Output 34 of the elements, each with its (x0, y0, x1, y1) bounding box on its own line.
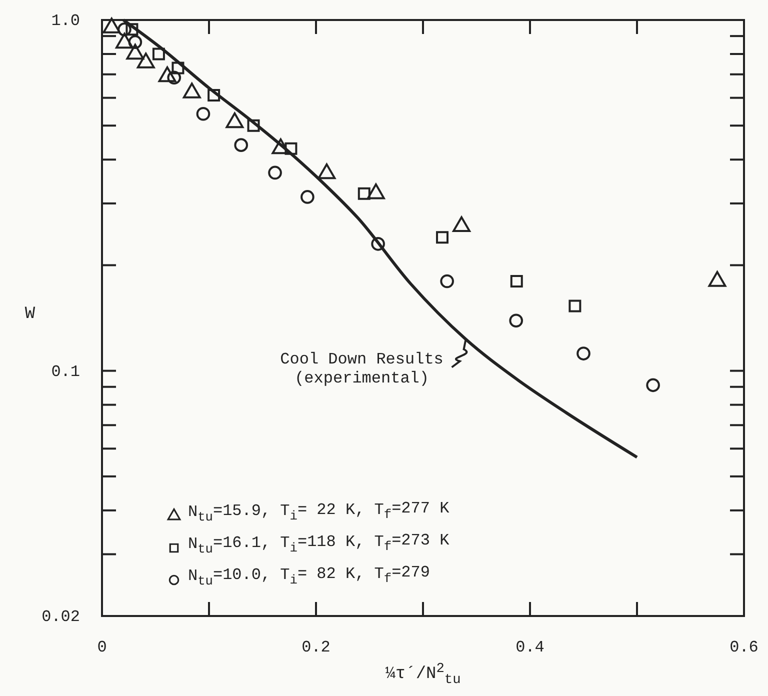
x-tick-label: 0.4 (516, 638, 544, 656)
y-axis-title: W (24, 305, 36, 324)
point (284, 142, 298, 155)
y-tick-label: 0.1 (51, 362, 80, 381)
point (172, 62, 184, 74)
y-tick-label: 0.02 (42, 608, 80, 626)
point (436, 231, 449, 244)
x-tick-label: 0 (97, 638, 107, 656)
point (358, 187, 370, 200)
point (118, 22, 132, 36)
point (300, 190, 314, 204)
point (509, 314, 524, 328)
point (208, 89, 220, 102)
point (568, 300, 582, 312)
line-series (122, 18, 638, 459)
point (234, 138, 248, 152)
x-tick-label: 0.6 (730, 638, 758, 656)
legend-label: N$_{tu}$=10.0, T$_{i}$= 82 K, T$_{f}$=279 (188, 564, 430, 588)
legend-label: N$_{tu}$=16.1, T$_{i}$=118 K, T$_{f}$=273 K (188, 532, 450, 556)
annotation: Cool Down Results (experimental) (280, 350, 444, 388)
point (268, 166, 282, 180)
point (510, 275, 523, 288)
point (440, 274, 454, 288)
point (247, 119, 260, 132)
point (646, 378, 660, 392)
y-tick-label: 1.0 (51, 12, 80, 30)
point (152, 48, 165, 60)
point (128, 35, 142, 49)
x-tick-label: 0.2 (302, 638, 330, 656)
point (371, 237, 385, 251)
point (126, 23, 138, 36)
point (576, 346, 590, 360)
point (196, 106, 210, 121)
legend-label: N$_{tu}$=15.9, T$_{i}$= 22 K, T$_{f}$=277 K (188, 500, 450, 524)
